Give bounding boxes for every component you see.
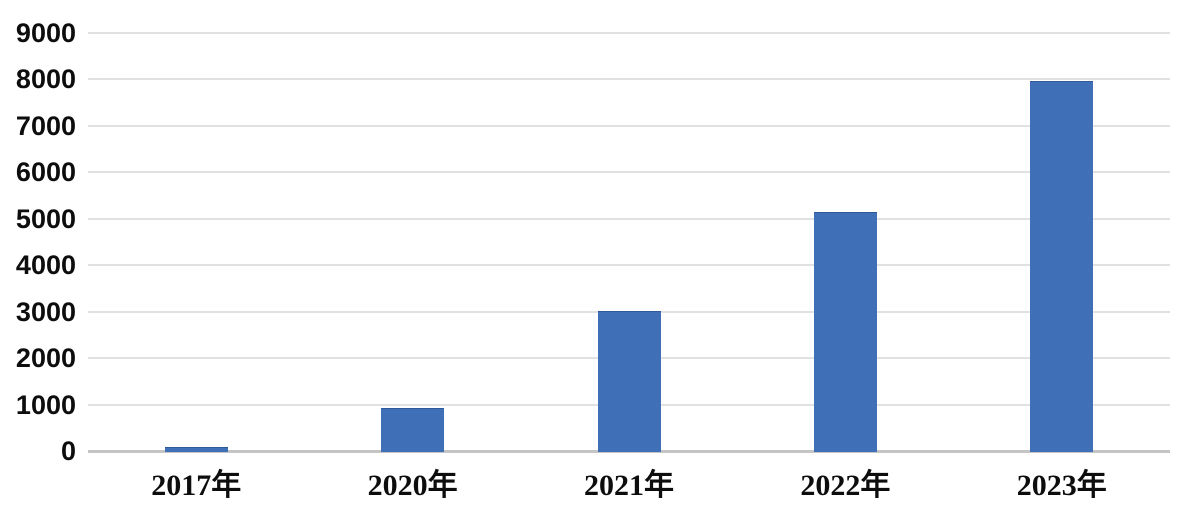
gridline-4000 (88, 264, 1170, 267)
y-tick-label: 9000 (15, 18, 76, 48)
x-tick-label: 2021年 (583, 469, 674, 502)
y-tick-label: 8000 (15, 64, 76, 95)
y-tick-label: 4000 (15, 250, 76, 281)
gridline-9000 (88, 32, 1170, 34)
x-tick-label: 2020年 (367, 469, 458, 502)
bar-2021年 (597, 310, 661, 452)
y-tick-label: 3000 (15, 296, 76, 327)
y-tick-label: 7000 (15, 110, 76, 141)
y-tick-label: 6000 (15, 157, 76, 188)
y-tick-label: 1000 (15, 389, 76, 420)
gridline-8000 (88, 78, 1170, 81)
bar-2020年 (381, 408, 445, 452)
bar-2023年 (1030, 81, 1094, 452)
x-tick-label: 2022年 (800, 469, 891, 502)
x-tick-label: 2017年 (151, 469, 242, 502)
y-tick-label: 2000 (15, 343, 76, 374)
gridline-7000 (88, 124, 1170, 127)
bar-2017年 (164, 447, 228, 452)
bar-2022年 (813, 212, 877, 452)
y-tick-label: 0 (60, 436, 76, 466)
gridline-6000 (88, 171, 1170, 174)
x-tick-label: 2023年 (1016, 469, 1107, 502)
gridline-5000 (88, 217, 1170, 220)
y-tick-label: 5000 (15, 203, 76, 234)
